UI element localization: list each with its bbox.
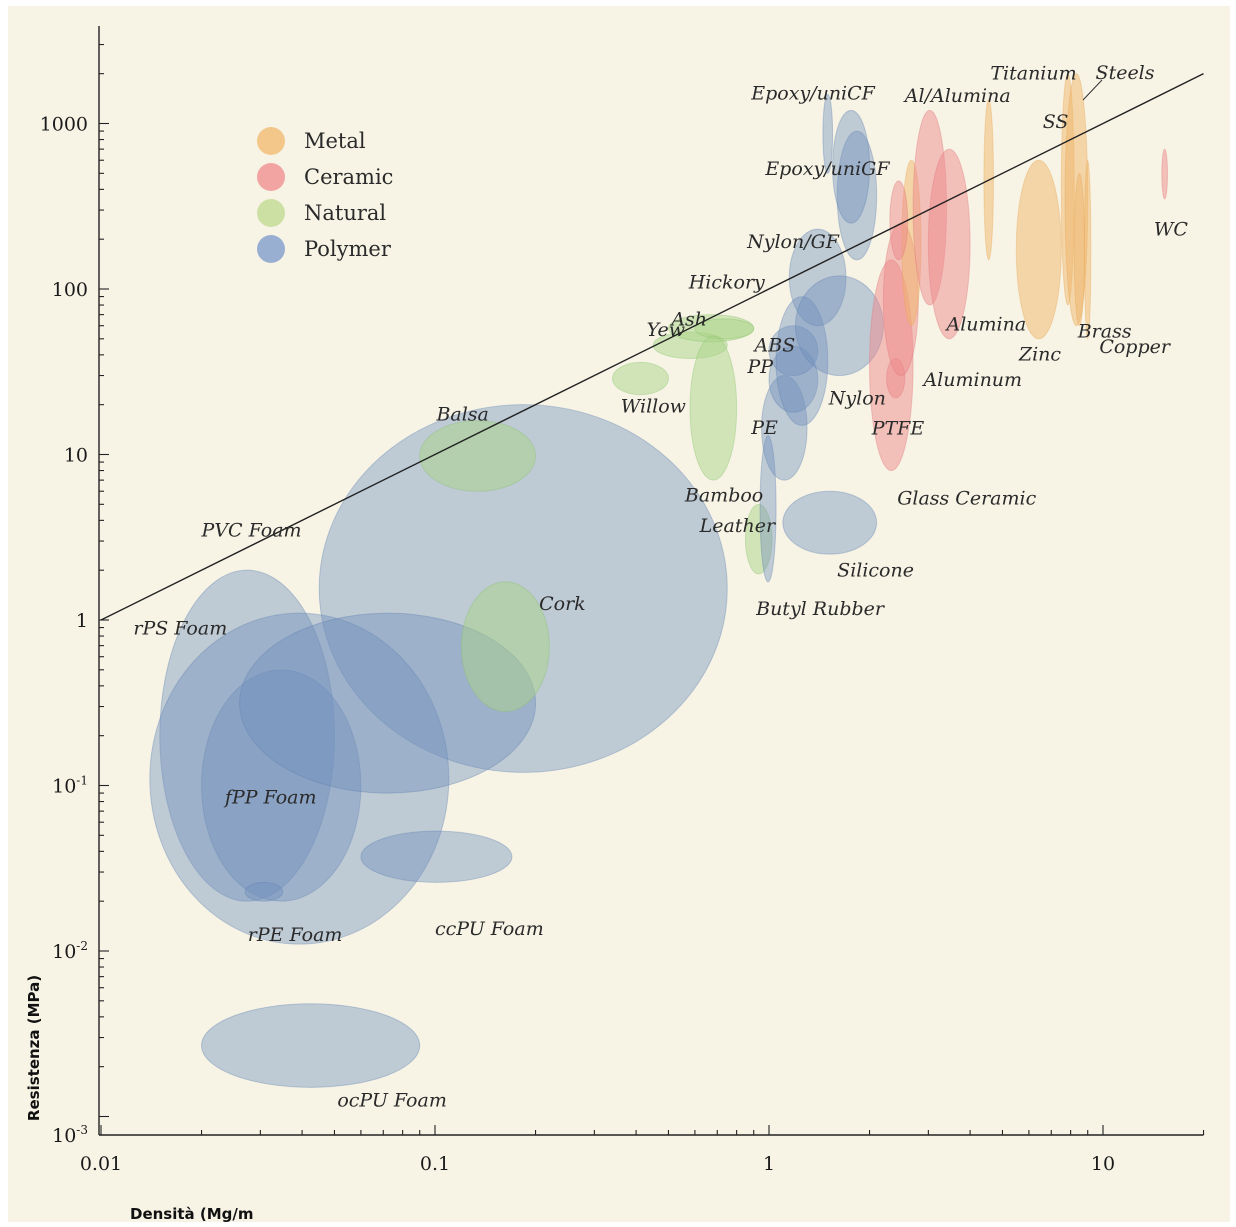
ash-label: Ash <box>669 309 707 331</box>
bamboo-label: Bamboo <box>684 485 763 507</box>
yew-label: Yew <box>647 319 685 341</box>
x-tick-label: 10 <box>1091 1153 1115 1175</box>
x-tick-label: 0.1 <box>420 1153 450 1175</box>
epoxy-unigf-label: Epoxy/uniGF <box>764 158 890 180</box>
nylon-gf-region <box>788 228 847 327</box>
bamboo-region <box>689 335 738 481</box>
y-tick-label: 10-2 <box>52 939 88 963</box>
fpp-foam-label: fPP Foam <box>223 786 317 808</box>
region-4 <box>239 612 537 794</box>
pp-label: PP <box>746 356 774 378</box>
hickory-region <box>694 318 755 340</box>
y-tick-label: 100 <box>52 279 88 301</box>
material-regions <box>149 73 1169 1088</box>
zinc-region <box>1015 159 1062 340</box>
zinc-label: Zinc <box>1018 343 1062 365</box>
ptfe-label: PTFE <box>871 418 925 440</box>
y-tick-label: 1 <box>76 610 88 632</box>
ccpu-foam-label: ccPU Foam <box>435 918 544 940</box>
reference-line-group <box>100 73 1204 621</box>
ocpu-foam-label: ocPU Foam <box>337 1089 447 1111</box>
butyl-rubber-label: Butyl Rubber <box>755 598 886 620</box>
region-5 <box>244 881 284 902</box>
metal-legend-swatch <box>257 127 285 155</box>
nylon-gf-label: Nylon/GF <box>746 231 840 253</box>
legend: Metal Ceramic Natural Polymer <box>257 127 393 263</box>
polymer-legend-swatch <box>257 235 285 263</box>
glass-ceramic-label: Glass Ceramic <box>897 487 1036 509</box>
ccpu-foam-region <box>360 830 513 883</box>
pe-label: PE <box>750 417 778 439</box>
ceramic-legend-label: Ceramic <box>304 165 393 189</box>
axes: 0.01 0.1 1 10 10-3 10-2 10-1 1 10 100 1000 <box>40 26 1205 1175</box>
pe-region <box>761 375 808 481</box>
ss-label: SS <box>1043 111 1069 133</box>
natural-legend-swatch <box>257 199 285 227</box>
y-tick-label: 10-3 <box>52 1123 88 1147</box>
epoxy-unigf-region <box>836 130 878 261</box>
ocpu-foam-region <box>201 1003 421 1088</box>
metal-legend-label: Metal <box>304 129 366 153</box>
al-alumina-label: Al/Alumina <box>903 85 1011 107</box>
silicone-region <box>782 490 878 555</box>
x-axis-label: Densità (Mg/m <box>130 1205 254 1223</box>
silicone-label: Silicone <box>837 560 914 582</box>
reference-line <box>100 73 1204 621</box>
ceramic-legend-swatch <box>257 163 285 191</box>
natural-legend-label: Natural <box>304 201 386 225</box>
region-labels: PVC Foam rPS Foam fPP Foam rPE Foam ccPU Foa… <box>133 62 1188 1112</box>
copper-label: Copper <box>1099 336 1172 358</box>
x-tick-label: 1 <box>763 1153 775 1175</box>
nylon-label: Nylon <box>828 388 886 410</box>
region-33 <box>889 180 909 261</box>
nylon-region <box>775 296 829 426</box>
rpe-foam-label: rPE Foam <box>248 924 343 946</box>
steels-label: Steels <box>1096 62 1155 84</box>
aluminum-label: Aluminum <box>921 369 1022 391</box>
pp-region <box>768 345 819 413</box>
balsa-label: Balsa <box>435 404 488 426</box>
abs-region <box>768 325 819 377</box>
fpp-foam-region <box>201 669 362 902</box>
rps-foam-region <box>159 569 335 902</box>
epoxy-unicf-label: Epoxy/uniCF <box>750 82 875 104</box>
butyl-rubber-region <box>759 435 777 583</box>
hickory-label: Hickory <box>688 271 765 293</box>
willow-region <box>612 361 669 396</box>
pvc-foam-label: PVC Foam <box>201 519 302 541</box>
leather-label: Leather <box>699 515 777 537</box>
y-tick-label: 10-1 <box>52 774 88 798</box>
brass-label: Brass <box>1077 320 1132 342</box>
copper-region <box>1083 159 1092 340</box>
y-tick-label: 1000 <box>40 114 88 136</box>
titanium-label: Titanium <box>990 62 1076 84</box>
leather-region <box>744 503 773 575</box>
epoxy-unicf-region <box>822 93 834 174</box>
wc-label: WC <box>1154 219 1189 241</box>
alumina-label: Alumina <box>945 314 1027 336</box>
alumina-region <box>927 148 971 340</box>
wc-region <box>1161 148 1169 200</box>
y-axis-label: Resistenza (MPa) <box>25 975 43 1121</box>
brass-region <box>1073 172 1085 327</box>
rps-foam-label: rPS Foam <box>133 617 227 639</box>
abs-label: ABS <box>753 334 796 356</box>
steels-leader-line <box>1082 79 1103 101</box>
y-tick-label: 10 <box>64 445 88 467</box>
x-tick-label: 0.01 <box>80 1153 122 1175</box>
cork-label: Cork <box>539 593 586 615</box>
cork-region <box>460 581 550 712</box>
region-26 <box>832 109 871 224</box>
rpe-foam-region <box>149 612 450 945</box>
willow-label: Willow <box>621 395 686 417</box>
polymer-legend-label: Polymer <box>304 237 392 261</box>
balsa-region <box>419 420 537 492</box>
